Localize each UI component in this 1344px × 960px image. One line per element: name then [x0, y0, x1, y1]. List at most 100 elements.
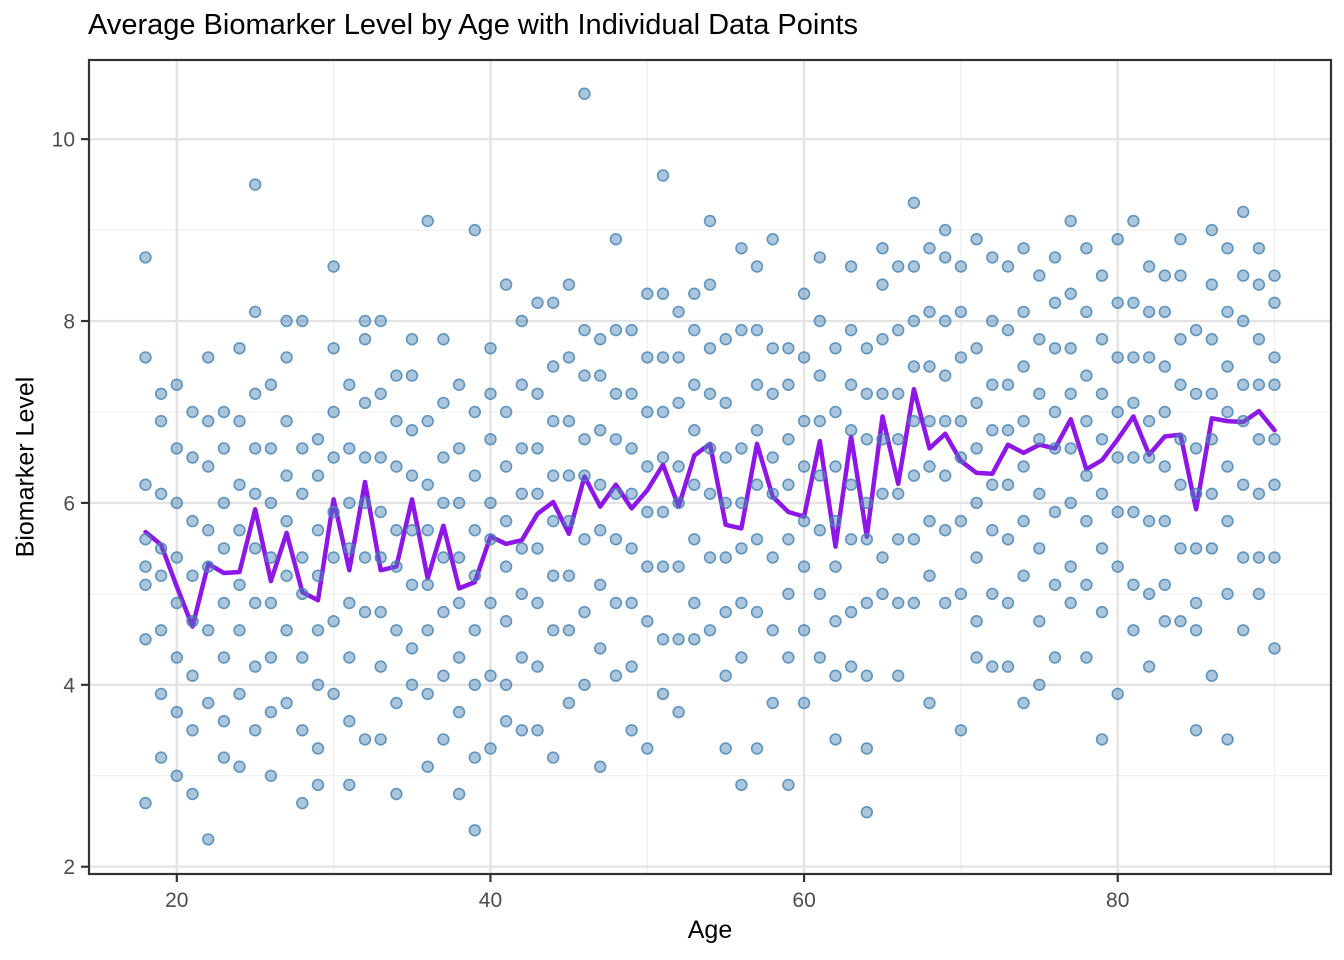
panel-background: [89, 60, 1331, 874]
scatter-point: [1001, 660, 1015, 673]
scatter-point: [750, 424, 764, 437]
scatter-point: [249, 724, 262, 737]
scatter-point: [703, 387, 717, 400]
scatter-point: [280, 696, 293, 710]
scatter-point: [296, 651, 309, 664]
scatter-point: [1017, 360, 1030, 373]
scatter-point: [656, 351, 670, 364]
scatter-point: [217, 405, 231, 419]
scatter-point: [437, 451, 450, 464]
scatter-point: [546, 751, 560, 764]
scatter-point: [421, 414, 434, 428]
scatter-point: [484, 596, 497, 610]
scatter-point: [1017, 242, 1030, 255]
scatter-point: [609, 387, 623, 400]
scatter-point: [405, 578, 419, 591]
scatter-point: [797, 624, 811, 637]
scatter-point: [1268, 378, 1281, 391]
scatter-point: [1111, 233, 1124, 246]
scatter-point: [1189, 596, 1203, 610]
scatter-point: [1158, 269, 1172, 282]
scatter-point: [452, 442, 466, 455]
scatter-point: [891, 433, 905, 446]
scatter-point: [374, 733, 387, 746]
scatter-point: [1221, 360, 1234, 373]
scatter-point: [452, 496, 466, 510]
scatter-point: [672, 633, 685, 646]
scatter-point: [986, 660, 999, 673]
scatter-point: [186, 724, 199, 737]
scatter-point: [1111, 560, 1124, 573]
scatter-point: [186, 514, 199, 528]
scatter-point: [343, 778, 356, 792]
scatter-point: [1127, 351, 1140, 364]
scatter-point: [876, 587, 889, 601]
scatter-point: [531, 596, 544, 610]
scatter-point: [1268, 551, 1281, 564]
scatter-point: [170, 705, 184, 719]
scatter-point: [1048, 578, 1062, 591]
scatter-point: [938, 523, 952, 537]
scatter-point: [139, 560, 152, 573]
scatter-point: [688, 596, 701, 610]
scatter-point: [1095, 333, 1109, 346]
scatter-point: [311, 469, 325, 482]
scatter-point: [499, 460, 513, 473]
scatter-point: [311, 678, 325, 691]
scatter-point: [1033, 678, 1046, 691]
scatter-point: [625, 724, 638, 737]
scatter-point: [1080, 414, 1093, 428]
scatter-point: [593, 760, 607, 773]
scatter-point: [766, 696, 779, 710]
scatter-point: [876, 387, 889, 400]
scatter-point: [1064, 496, 1077, 510]
scatter-point: [186, 569, 199, 582]
scatter-point: [1033, 542, 1046, 555]
scatter-point: [1268, 296, 1281, 309]
scatter-point: [907, 260, 921, 273]
scatter-point: [139, 796, 152, 810]
scatter-point: [1017, 460, 1030, 473]
scatter-point: [813, 369, 826, 382]
scatter-point: [703, 214, 717, 228]
scatter-point: [1142, 351, 1156, 364]
scatter-point: [264, 769, 278, 782]
panel-border: [87, 58, 1333, 876]
scatter-point: [186, 451, 199, 464]
scatter-point: [1158, 578, 1172, 591]
y-tick-label: 6: [63, 492, 75, 515]
scatter-point: [1252, 433, 1266, 446]
scatter-point: [421, 760, 434, 773]
scatter-point: [280, 569, 293, 582]
scatter-point: [719, 605, 732, 619]
scatter-point: [1158, 614, 1172, 628]
scatter-point: [1095, 387, 1109, 400]
scatter-point: [1205, 542, 1219, 555]
scatter-point: [813, 314, 826, 328]
x-tick-label: 40: [479, 889, 502, 912]
scatter-point: [499, 278, 513, 291]
scatter-point: [1236, 314, 1250, 328]
scatter-point: [860, 669, 873, 682]
scatter-point: [593, 333, 607, 346]
scatter-point: [1048, 651, 1062, 664]
scatter-point: [1001, 478, 1015, 491]
scatter-point: [578, 469, 591, 482]
scatter-point: [625, 323, 638, 337]
scatter-point: [1268, 433, 1281, 446]
scatter-point: [358, 333, 372, 346]
scatter-point: [844, 424, 858, 437]
scatter-point: [421, 523, 434, 537]
scatter-point: [750, 742, 764, 755]
scatter-point: [719, 396, 732, 410]
scatter-point: [562, 469, 576, 482]
scatter-point: [1221, 733, 1234, 746]
scatter-point: [311, 569, 325, 582]
scatter-point: [672, 496, 685, 510]
scatter-point: [1017, 414, 1030, 428]
scatter-point: [625, 387, 638, 400]
scatter-point: [405, 424, 419, 437]
scatter-point: [327, 342, 340, 355]
scatter-point: [437, 733, 450, 746]
scatter-point: [641, 505, 654, 519]
